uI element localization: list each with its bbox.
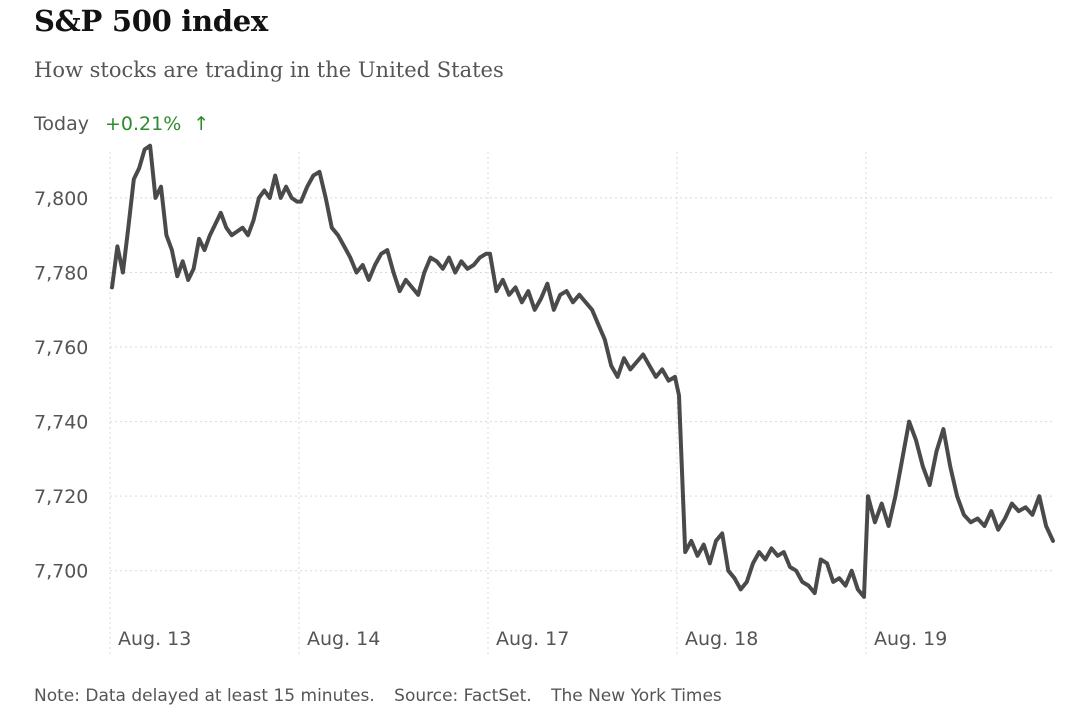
series-line bbox=[110, 143, 1055, 599]
today-change-row: Today +0.21% ↑ bbox=[34, 113, 209, 135]
x-tick-label: Aug. 13 bbox=[118, 628, 191, 650]
footer: Note: Data delayed at least 15 minutes. … bbox=[34, 686, 736, 706]
footer-credit: The New York Times bbox=[551, 686, 722, 706]
y-tick-label: 7,740 bbox=[34, 412, 88, 434]
footer-note: Note: Data delayed at least 15 minutes. bbox=[34, 686, 375, 706]
x-tick-label: Aug. 17 bbox=[496, 628, 569, 650]
chart-title: S&P 500 index bbox=[34, 4, 268, 38]
x-tick-label: Aug. 18 bbox=[685, 628, 758, 650]
up-arrow-icon: ↑ bbox=[193, 113, 210, 135]
line-chart: 7,700 7,720 7,740 7,760 7,780 7,800 Aug. 13 Aug… bbox=[34, 143, 1055, 656]
footer-source: Source: FactSet. bbox=[394, 686, 532, 706]
y-tick-label: 7,700 bbox=[34, 561, 88, 583]
y-tick-label: 7,760 bbox=[34, 337, 88, 359]
y-tick-label: 7,780 bbox=[34, 262, 88, 284]
today-label: Today bbox=[34, 113, 89, 135]
y-tick-label: 7,720 bbox=[34, 486, 88, 508]
today-change-value: +0.21% bbox=[105, 113, 182, 135]
x-tick-label: Aug. 14 bbox=[307, 628, 380, 650]
chart-subtitle: How stocks are trading in the United Sta… bbox=[34, 58, 504, 82]
y-tick-label: 7,800 bbox=[34, 188, 88, 210]
x-tick-label: Aug. 19 bbox=[874, 628, 947, 650]
